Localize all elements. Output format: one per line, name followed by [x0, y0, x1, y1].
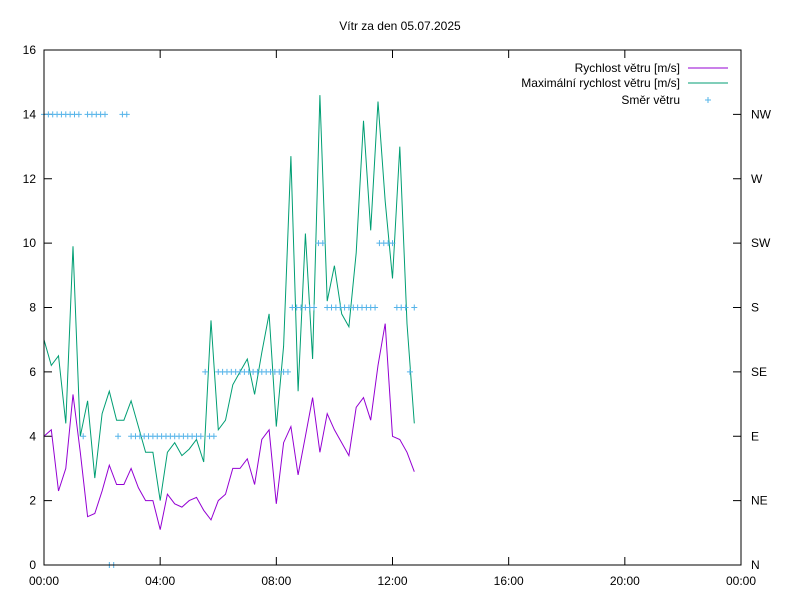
direction-point: [319, 240, 326, 247]
y-axis-right: N NE E SE S SW W NW: [751, 107, 772, 572]
x-tick-label: 04:00: [145, 574, 175, 588]
direction-point: [202, 368, 209, 375]
series-layer: [41, 95, 418, 568]
legend-label-direction: Směr větru: [621, 93, 680, 107]
y-tick-label: 8: [29, 301, 36, 315]
y2-tick-label: E: [751, 429, 759, 443]
y-tick-label: 6: [29, 365, 36, 379]
series-max-speed-line: [43, 95, 415, 501]
y-axis-left: 0 2 4 6 8 10 12 14 16: [23, 43, 37, 572]
direction-point: [210, 433, 217, 440]
x-tick-label: 20:00: [610, 574, 640, 588]
legend: Rychlost větru [m/s] Maximální rychlost …: [521, 61, 728, 107]
y-tick-label: 4: [29, 429, 36, 443]
direction-point: [406, 368, 413, 375]
y-tick-label: 14: [23, 107, 37, 121]
plot-frame: [43, 49, 742, 566]
direction-point: [402, 304, 409, 311]
y2-tick-label: NW: [751, 107, 772, 121]
legend-item-direction: Směr větru: [621, 93, 711, 107]
direction-point: [197, 433, 204, 440]
series-direction-points: [41, 111, 418, 568]
direction-point: [101, 111, 108, 118]
y2-tick-label: NE: [751, 494, 768, 508]
direction-point: [311, 304, 318, 311]
x-tick-label: 00:00: [29, 574, 59, 588]
legend-item-max-speed: Maximální rychlost větru [m/s]: [521, 76, 728, 90]
legend-item-speed: Rychlost větru [m/s]: [575, 61, 728, 75]
legend-marker-plus: [705, 97, 711, 103]
legend-swatch-direction: [705, 97, 711, 103]
x-tick-label: 00:00: [726, 574, 756, 588]
y-tick-label: 0: [29, 558, 36, 572]
direction-point: [115, 433, 122, 440]
y-tick-label: 16: [23, 43, 37, 57]
y-tick-label: 2: [29, 494, 36, 508]
x-axis: 00:00 04:00 08:00 12:00 16:00 20:00 00:00: [29, 574, 756, 588]
y2-tick-label: N: [751, 558, 760, 572]
tick-marks: [43, 49, 742, 566]
series-speed-line: [43, 323, 415, 530]
y-tick-label: 12: [23, 172, 37, 186]
y2-tick-label: SE: [751, 365, 767, 379]
direction-point: [389, 240, 396, 247]
direction-point: [75, 111, 82, 118]
legend-label-speed: Rychlost větru [m/s]: [575, 61, 680, 75]
legend-label-max-speed: Maximální rychlost větru [m/s]: [521, 76, 680, 90]
chart-title: Vítr za den 05.07.2025: [339, 19, 461, 33]
x-tick-label: 12:00: [377, 574, 407, 588]
direction-point: [80, 433, 87, 440]
direction-point: [411, 304, 418, 311]
y-tick-label: 10: [23, 236, 37, 250]
direction-point: [372, 304, 379, 311]
y2-tick-label: S: [751, 301, 759, 315]
x-tick-label: 08:00: [261, 574, 291, 588]
direction-point: [123, 111, 130, 118]
direction-point: [284, 368, 291, 375]
y2-tick-label: SW: [751, 236, 771, 250]
x-tick-label: 16:00: [494, 574, 524, 588]
y2-tick-label: W: [751, 172, 763, 186]
